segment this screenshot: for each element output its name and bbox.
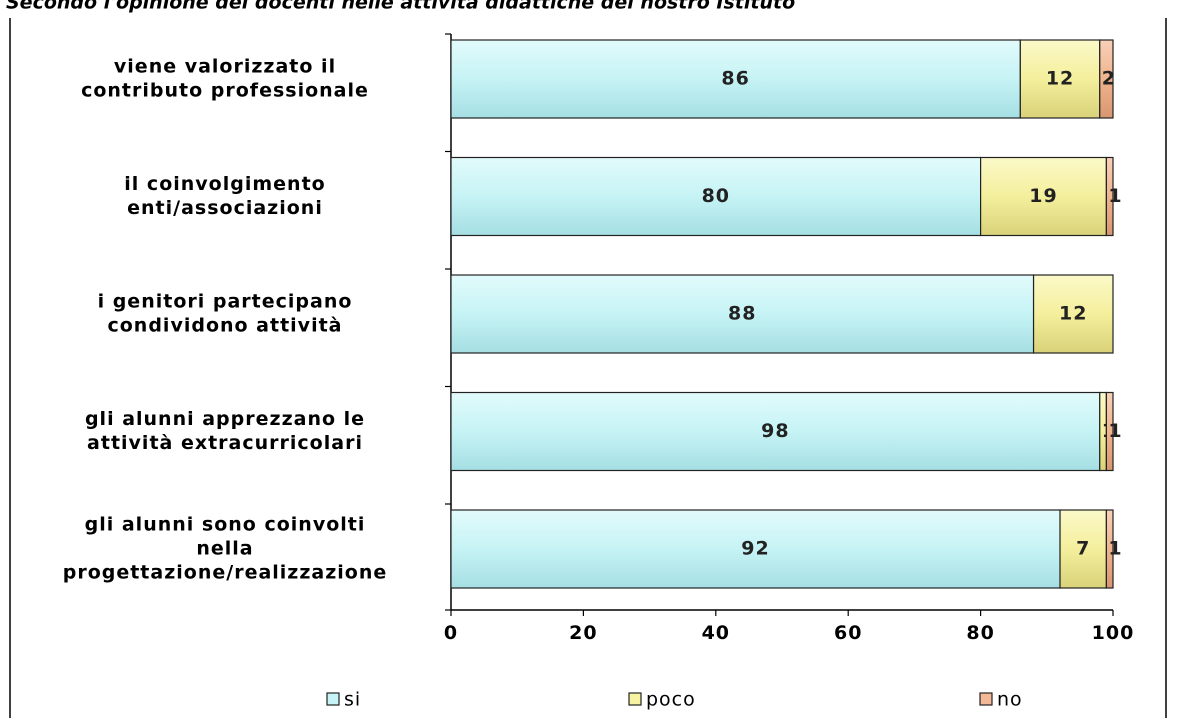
- x-tick-label: 100: [1092, 622, 1135, 644]
- x-tick-label: 40: [702, 622, 730, 644]
- bar-si: [450, 391, 1101, 472]
- category-label: contributo professionale: [81, 80, 369, 102]
- bar-si: [450, 39, 1021, 119]
- bar-poco: [979, 156, 1107, 237]
- legend-swatch-poco: [628, 692, 642, 706]
- category-label: gli alunni sono coinvolti: [85, 514, 366, 536]
- category-label: enti/associazioni: [127, 197, 323, 219]
- data-label-si: 80: [702, 185, 730, 207]
- chart-title: Secondo l'opinione dei docenti nelle att…: [6, 0, 795, 14]
- bar-no: [1105, 156, 1114, 237]
- data-label-si: 92: [741, 538, 769, 560]
- bar-no: [1105, 391, 1114, 472]
- legend-label-si: si: [344, 689, 361, 711]
- data-label-poco: 12: [1059, 303, 1087, 325]
- legend-label-no: no: [997, 689, 1023, 711]
- data-label-no: 1: [1108, 420, 1122, 442]
- data-label-si: 98: [761, 420, 789, 442]
- category-label: attività extracurricolari: [87, 432, 363, 454]
- category-label: nella: [196, 538, 253, 560]
- data-label-no: 2: [1102, 68, 1116, 90]
- category-label: gli alunni apprezzano le: [85, 408, 365, 430]
- x-tick-label: 80: [966, 622, 994, 644]
- category-label: viene valorizzato il: [114, 56, 336, 78]
- data-label-poco: 19: [1029, 185, 1057, 207]
- category-label: progettazione/realizzazione: [63, 562, 388, 584]
- legend-label-poco: poco: [646, 689, 696, 711]
- category-label: condividono attività: [107, 315, 342, 337]
- x-tick-label: 60: [834, 622, 862, 644]
- bar-no: [1105, 509, 1114, 589]
- legend-swatch-no: [979, 692, 993, 706]
- bar-poco: [1019, 39, 1101, 119]
- category-label: i genitori partecipano: [98, 291, 353, 313]
- category-label: il coinvolgimento: [124, 173, 325, 195]
- x-tick-label: 20: [569, 622, 597, 644]
- data-label-si: 86: [721, 68, 749, 90]
- bar-poco: [1032, 274, 1114, 354]
- x-tick-label: 0: [444, 622, 458, 644]
- data-label-no: 1: [1108, 538, 1122, 560]
- bar-poco: [1059, 509, 1107, 589]
- legend: si poco no: [326, 689, 1023, 711]
- bar-si: [450, 509, 1061, 589]
- legend-swatch-si: [326, 692, 340, 706]
- data-label-poco: 7: [1076, 538, 1090, 560]
- bar-no: [1099, 39, 1114, 119]
- data-label-poco: 12: [1046, 68, 1074, 90]
- bar-si: [450, 156, 982, 237]
- data-label-si: 88: [728, 303, 756, 325]
- bar-si: [450, 274, 1035, 354]
- data-label-no: 1: [1108, 185, 1122, 207]
